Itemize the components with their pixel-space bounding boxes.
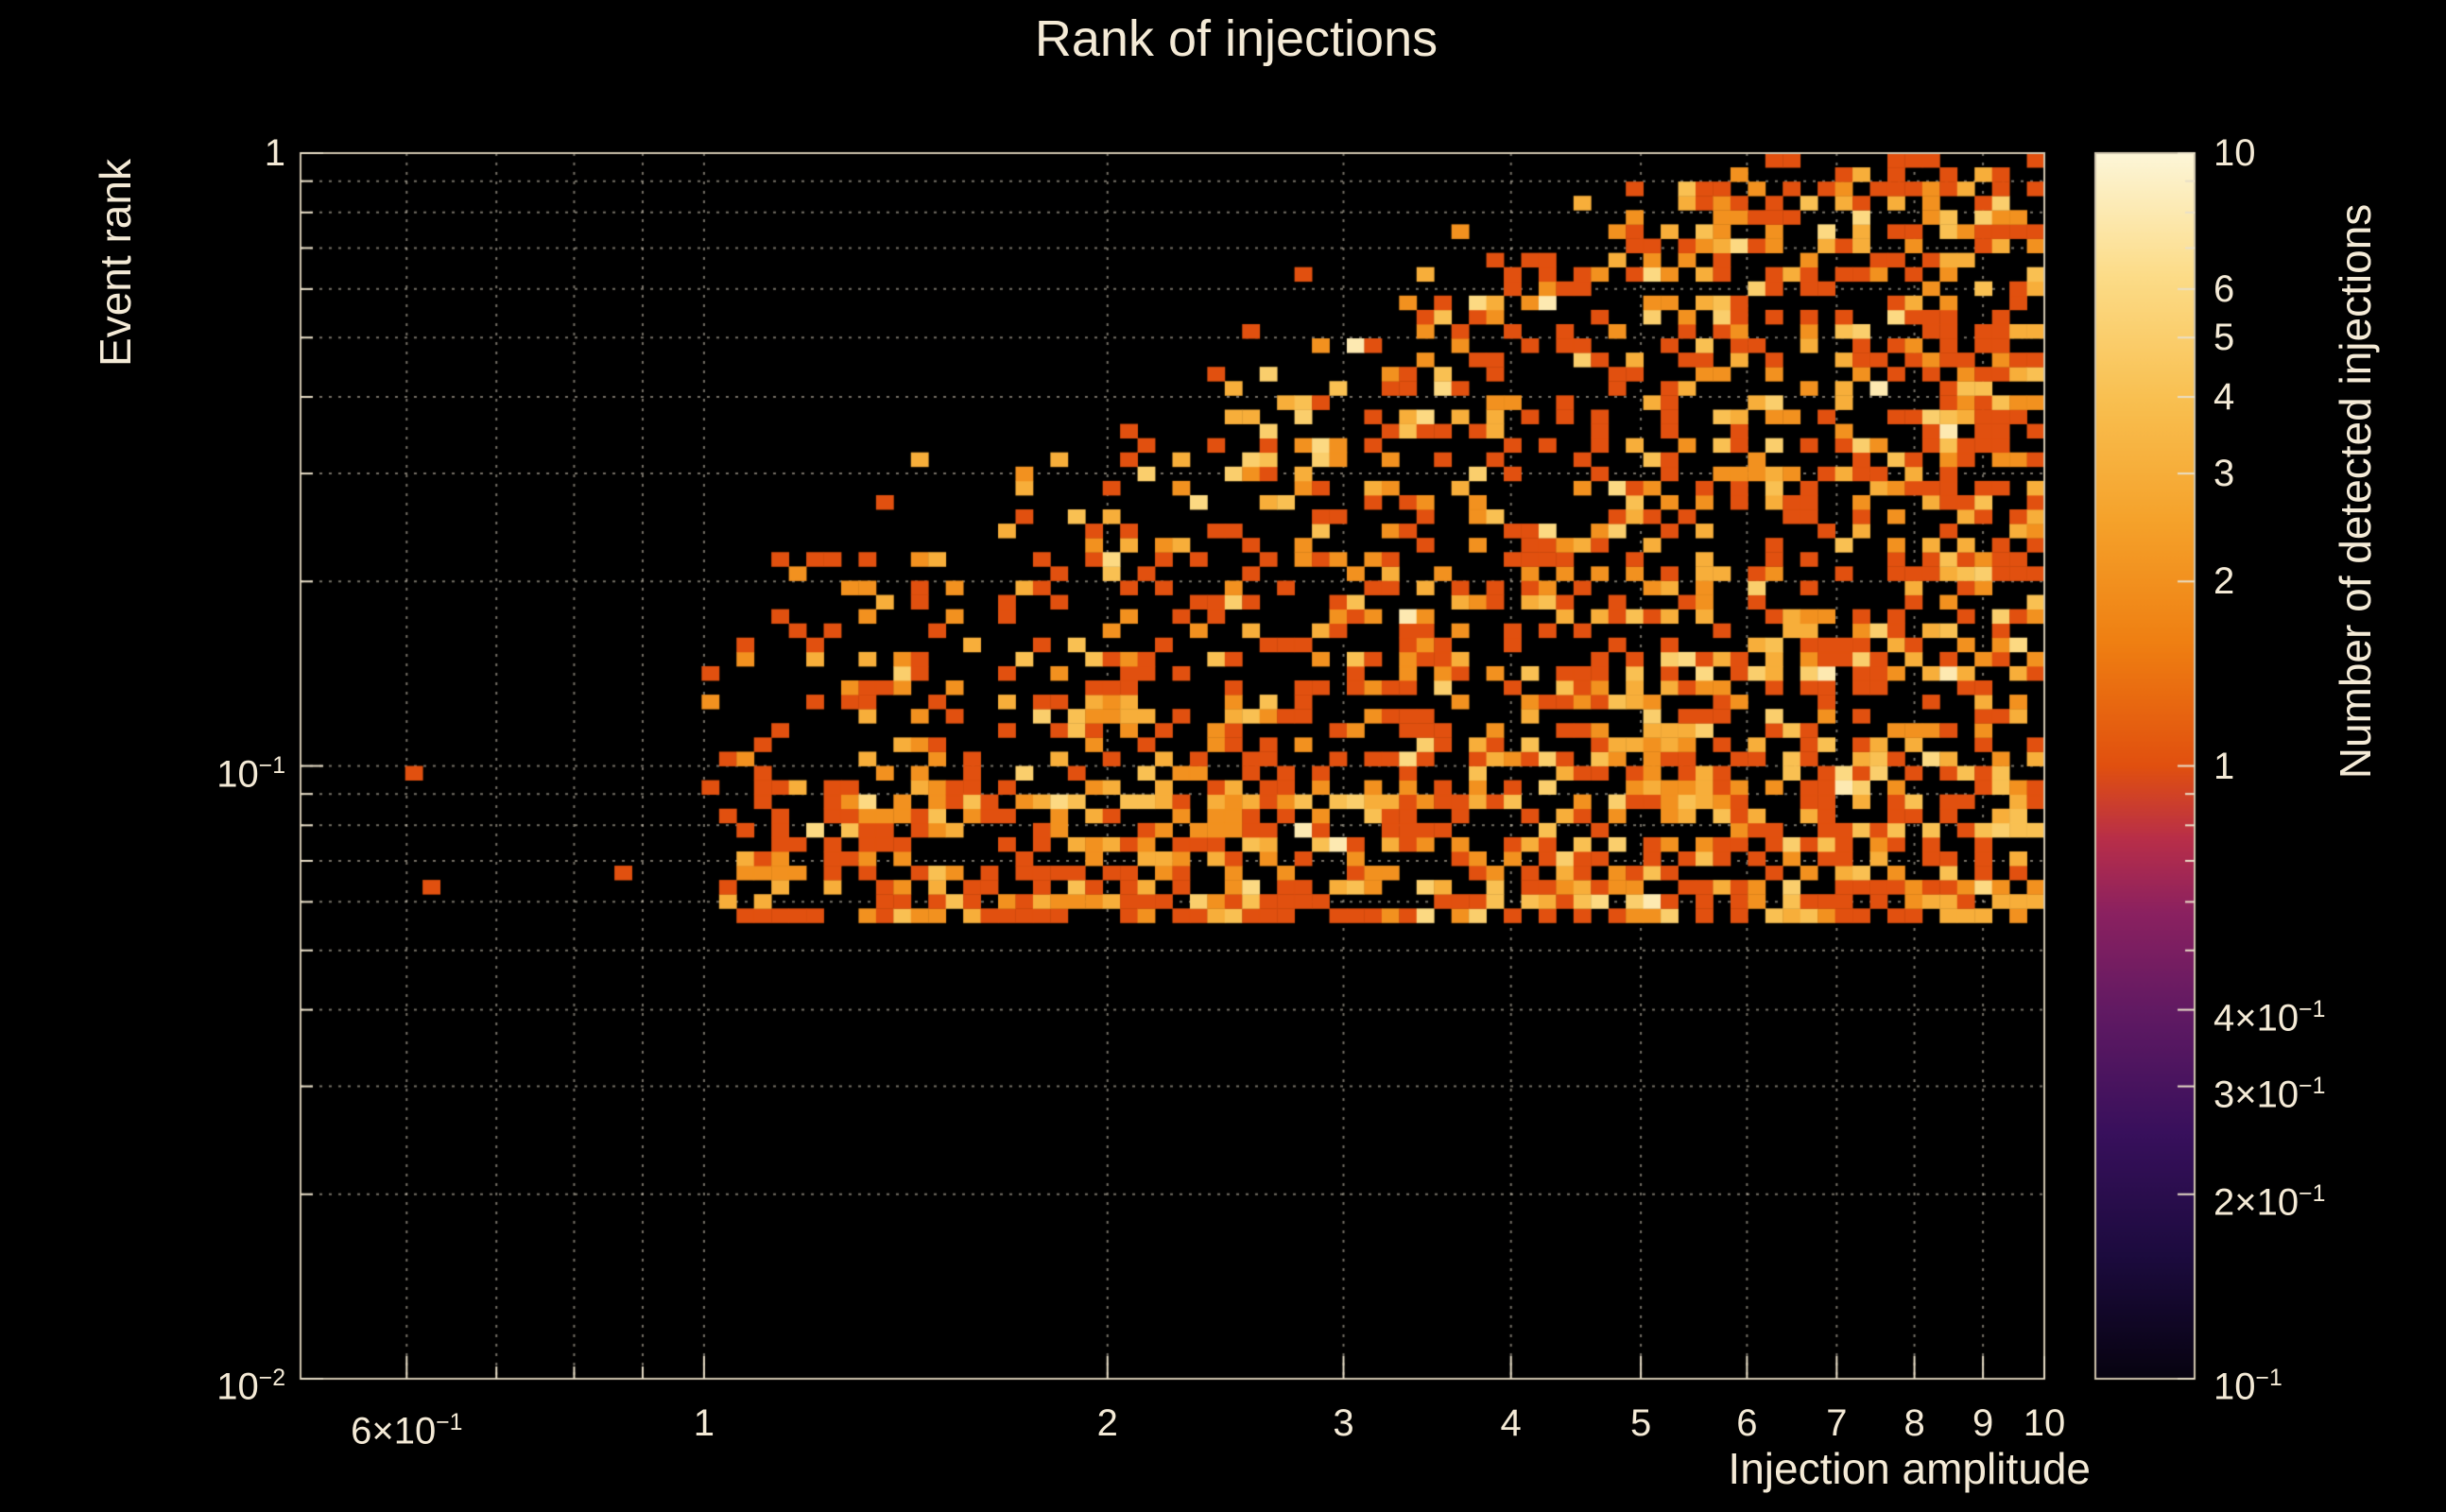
y-tick-label: 10−1 (216, 752, 285, 795)
x-tick-label: 9 (1972, 1402, 1994, 1444)
colorbar-tick-label: 4×10−1 (2213, 996, 2326, 1039)
y-axis-label: Event rank (91, 159, 140, 367)
chart-title: Rank of injections (1034, 10, 1438, 67)
x-tick-label: 3 (1333, 1402, 1354, 1444)
colorbar-tick-label: 1 (2213, 745, 2235, 787)
x-tick-label: 4 (1500, 1402, 1522, 1444)
x-tick-label: 7 (1826, 1402, 1848, 1444)
colorbar-tick-label: 3×10−1 (2213, 1073, 2326, 1115)
x-tick-label: 2 (1096, 1402, 1118, 1444)
colorbar-tick-label: 10 (2213, 132, 2256, 174)
y-tick-label: 10−2 (216, 1366, 285, 1408)
x-tick-label: 8 (1903, 1402, 1925, 1444)
x-tick-label: 1 (693, 1402, 715, 1444)
x-tick-label: 6×10−1 (351, 1410, 463, 1452)
colorbar-label: Number of detected injections (2331, 203, 2380, 780)
colorbar-tick-label: 5 (2213, 317, 2235, 359)
colorbar-tick-label: 4 (2213, 376, 2235, 419)
x-tick-label: 10 (2023, 1402, 2066, 1444)
y-tick-label: 1 (264, 132, 285, 174)
x-tick-label: 5 (1629, 1402, 1652, 1444)
x-tick-label: 6 (1736, 1402, 1758, 1444)
x-axis-label: Injection amplitude (1728, 1444, 2091, 1493)
colorbar-tick-label: 10−1 (2213, 1366, 2282, 1408)
colorbar-tick-label: 6 (2213, 267, 2235, 310)
colorbar-tick-label: 2 (2213, 560, 2235, 603)
colorbar-tick-label: 2×10−1 (2213, 1180, 2326, 1224)
colorbar-tick-label: 3 (2213, 453, 2235, 495)
